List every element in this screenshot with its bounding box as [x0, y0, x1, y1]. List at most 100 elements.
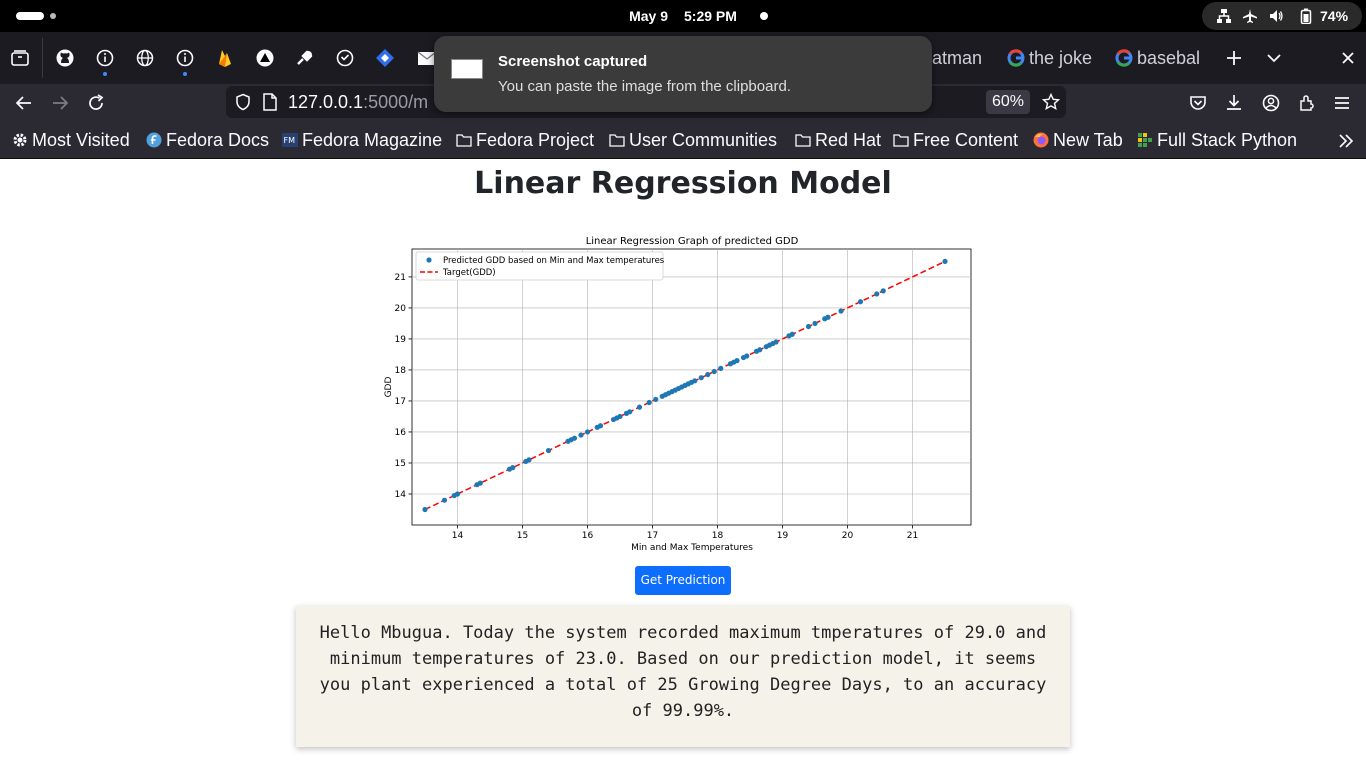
battery-percentage: 74% [1320, 8, 1349, 24]
bookmark-user-communities[interactable]: User Communities [609, 128, 777, 152]
zoom-level-button[interactable]: 60% [986, 90, 1030, 114]
github-icon[interactable] [55, 48, 75, 68]
chevron-down-icon[interactable] [1264, 48, 1284, 68]
email-icon[interactable] [417, 48, 437, 68]
system-status-menu[interactable]: 74% [1202, 2, 1362, 30]
regression-chart: Linear Regression Graph of predicted GDD… [384, 236, 972, 553]
download-icon[interactable] [1224, 93, 1244, 113]
page-title: Linear Regression Model [474, 166, 892, 201]
extensions-icon[interactable] [1297, 93, 1317, 113]
notification-title: Screenshot captured [498, 53, 648, 70]
get-prediction-button[interactable]: Get Prediction [635, 566, 731, 595]
y-tick-label: 18 [395, 366, 407, 376]
data-point [526, 457, 532, 463]
data-point [422, 506, 428, 513]
activities-indicator[interactable] [16, 12, 44, 20]
hamburger-menu-icon[interactable] [1332, 93, 1352, 113]
data-point [698, 375, 704, 381]
bookmark-fedora-magazine[interactable]: FM Fedora Magazine [282, 128, 442, 152]
bookmark-red-hat[interactable]: Red Hat [795, 128, 881, 152]
globe-icon[interactable] [135, 48, 155, 68]
chart-grid [412, 249, 971, 525]
clock[interactable]: May 9 5:29 PM [0, 0, 1366, 32]
bookmark-new-tab[interactable]: New Tab [1033, 128, 1123, 152]
tab-separator [42, 38, 43, 78]
x-axis: 14 15 16 17 18 19 20 21 [452, 525, 918, 541]
bookmark-most-visited[interactable]: Most Visited [12, 128, 130, 152]
data-point [636, 404, 643, 410]
bookmark-fedora-docs[interactable]: Fedora Docs [146, 128, 269, 152]
notification-body: You can paste the image from the clipboa… [498, 78, 791, 95]
close-icon[interactable] [1338, 48, 1358, 68]
data-point [571, 435, 578, 441]
data-point [597, 423, 604, 429]
data-point [705, 371, 711, 378]
folder-icon [893, 134, 909, 147]
google-icon [1007, 49, 1025, 67]
reload-icon[interactable] [86, 93, 106, 113]
url-host: 127.0.0.1 [288, 92, 364, 112]
info-icon[interactable] [95, 48, 115, 68]
data-point [617, 413, 623, 420]
y-tick-label: 20 [395, 304, 407, 314]
data-point [711, 368, 717, 375]
firebase-icon[interactable] [215, 48, 235, 68]
legend-marker-predicted [426, 257, 432, 263]
tab-title[interactable]: atman [932, 48, 983, 68]
battery-icon [1300, 8, 1312, 24]
page-content: Linear Regression Model Linear Regressio… [0, 160, 1366, 768]
data-point [627, 409, 633, 415]
diamond-icon[interactable] [375, 48, 395, 68]
y-axis-label: GDD [384, 377, 394, 398]
data-point [744, 353, 750, 359]
network-wired-icon [1217, 9, 1231, 23]
y-tick-label: 15 [395, 459, 406, 469]
account-icon[interactable] [1261, 93, 1281, 113]
circle-check-icon[interactable] [335, 48, 355, 68]
tab-overview-icon[interactable] [10, 48, 30, 68]
data-point [578, 432, 584, 438]
tab-title[interactable]: basebal [1137, 48, 1201, 68]
pocket-icon[interactable] [1188, 93, 1208, 113]
tab-unread-indicator [183, 72, 187, 76]
chevron-double-right-icon[interactable] [1337, 132, 1355, 150]
tool-icon[interactable] [295, 48, 315, 68]
bookmark-star-icon[interactable] [1042, 93, 1060, 111]
screenshot-notification[interactable]: Screenshot captured You can paste the im… [434, 36, 932, 112]
bookmark-fedora-project[interactable]: Fedora Project [456, 128, 594, 152]
screenshot-thumbnail [451, 59, 483, 79]
info-icon[interactable] [175, 48, 195, 68]
y-axis: 14 15 16 17 18 19 20 21 [395, 273, 412, 500]
data-point [874, 291, 880, 297]
volume-icon [1270, 10, 1283, 22]
bookmark-label: Full Stack Python [1157, 130, 1298, 150]
back-arrow-icon[interactable] [14, 93, 34, 113]
triangle-icon[interactable] [255, 48, 275, 68]
page-icon[interactable] [262, 93, 278, 111]
bookmark-label: Most Visited [32, 130, 130, 150]
data-point [545, 447, 552, 454]
folder-icon [609, 134, 625, 147]
data-point [734, 358, 740, 364]
new-tab-icon[interactable] [1224, 48, 1244, 68]
legend-label-predicted: Predicted GDD based on Min and Max tempe… [443, 256, 665, 266]
x-axis-label: Min and Max Temperatures [631, 543, 753, 553]
y-tick-label: 16 [395, 428, 407, 438]
x-tick-label: 21 [907, 531, 918, 541]
forward-arrow-icon[interactable] [50, 93, 70, 113]
url-text[interactable]: 127.0.0.1:5000/m [288, 86, 428, 118]
bookmark-free-content[interactable]: Free Content [893, 128, 1018, 152]
tab-title[interactable]: the joke [1029, 48, 1093, 68]
firefox-icon [1033, 132, 1049, 148]
shield-icon[interactable] [234, 93, 252, 111]
legend-label-target: Target(GDD) [442, 268, 496, 278]
data-point [789, 331, 795, 337]
x-tick-label: 20 [842, 531, 854, 541]
plot-area [411, 248, 972, 526]
airplane-mode-icon [1243, 9, 1257, 23]
predicted-points [422, 258, 948, 513]
svg-text:FM: FM [284, 136, 296, 145]
data-point [812, 320, 818, 327]
gear-icon [13, 133, 27, 147]
bookmark-full-stack-python[interactable]: Full Stack Python [1137, 128, 1297, 152]
